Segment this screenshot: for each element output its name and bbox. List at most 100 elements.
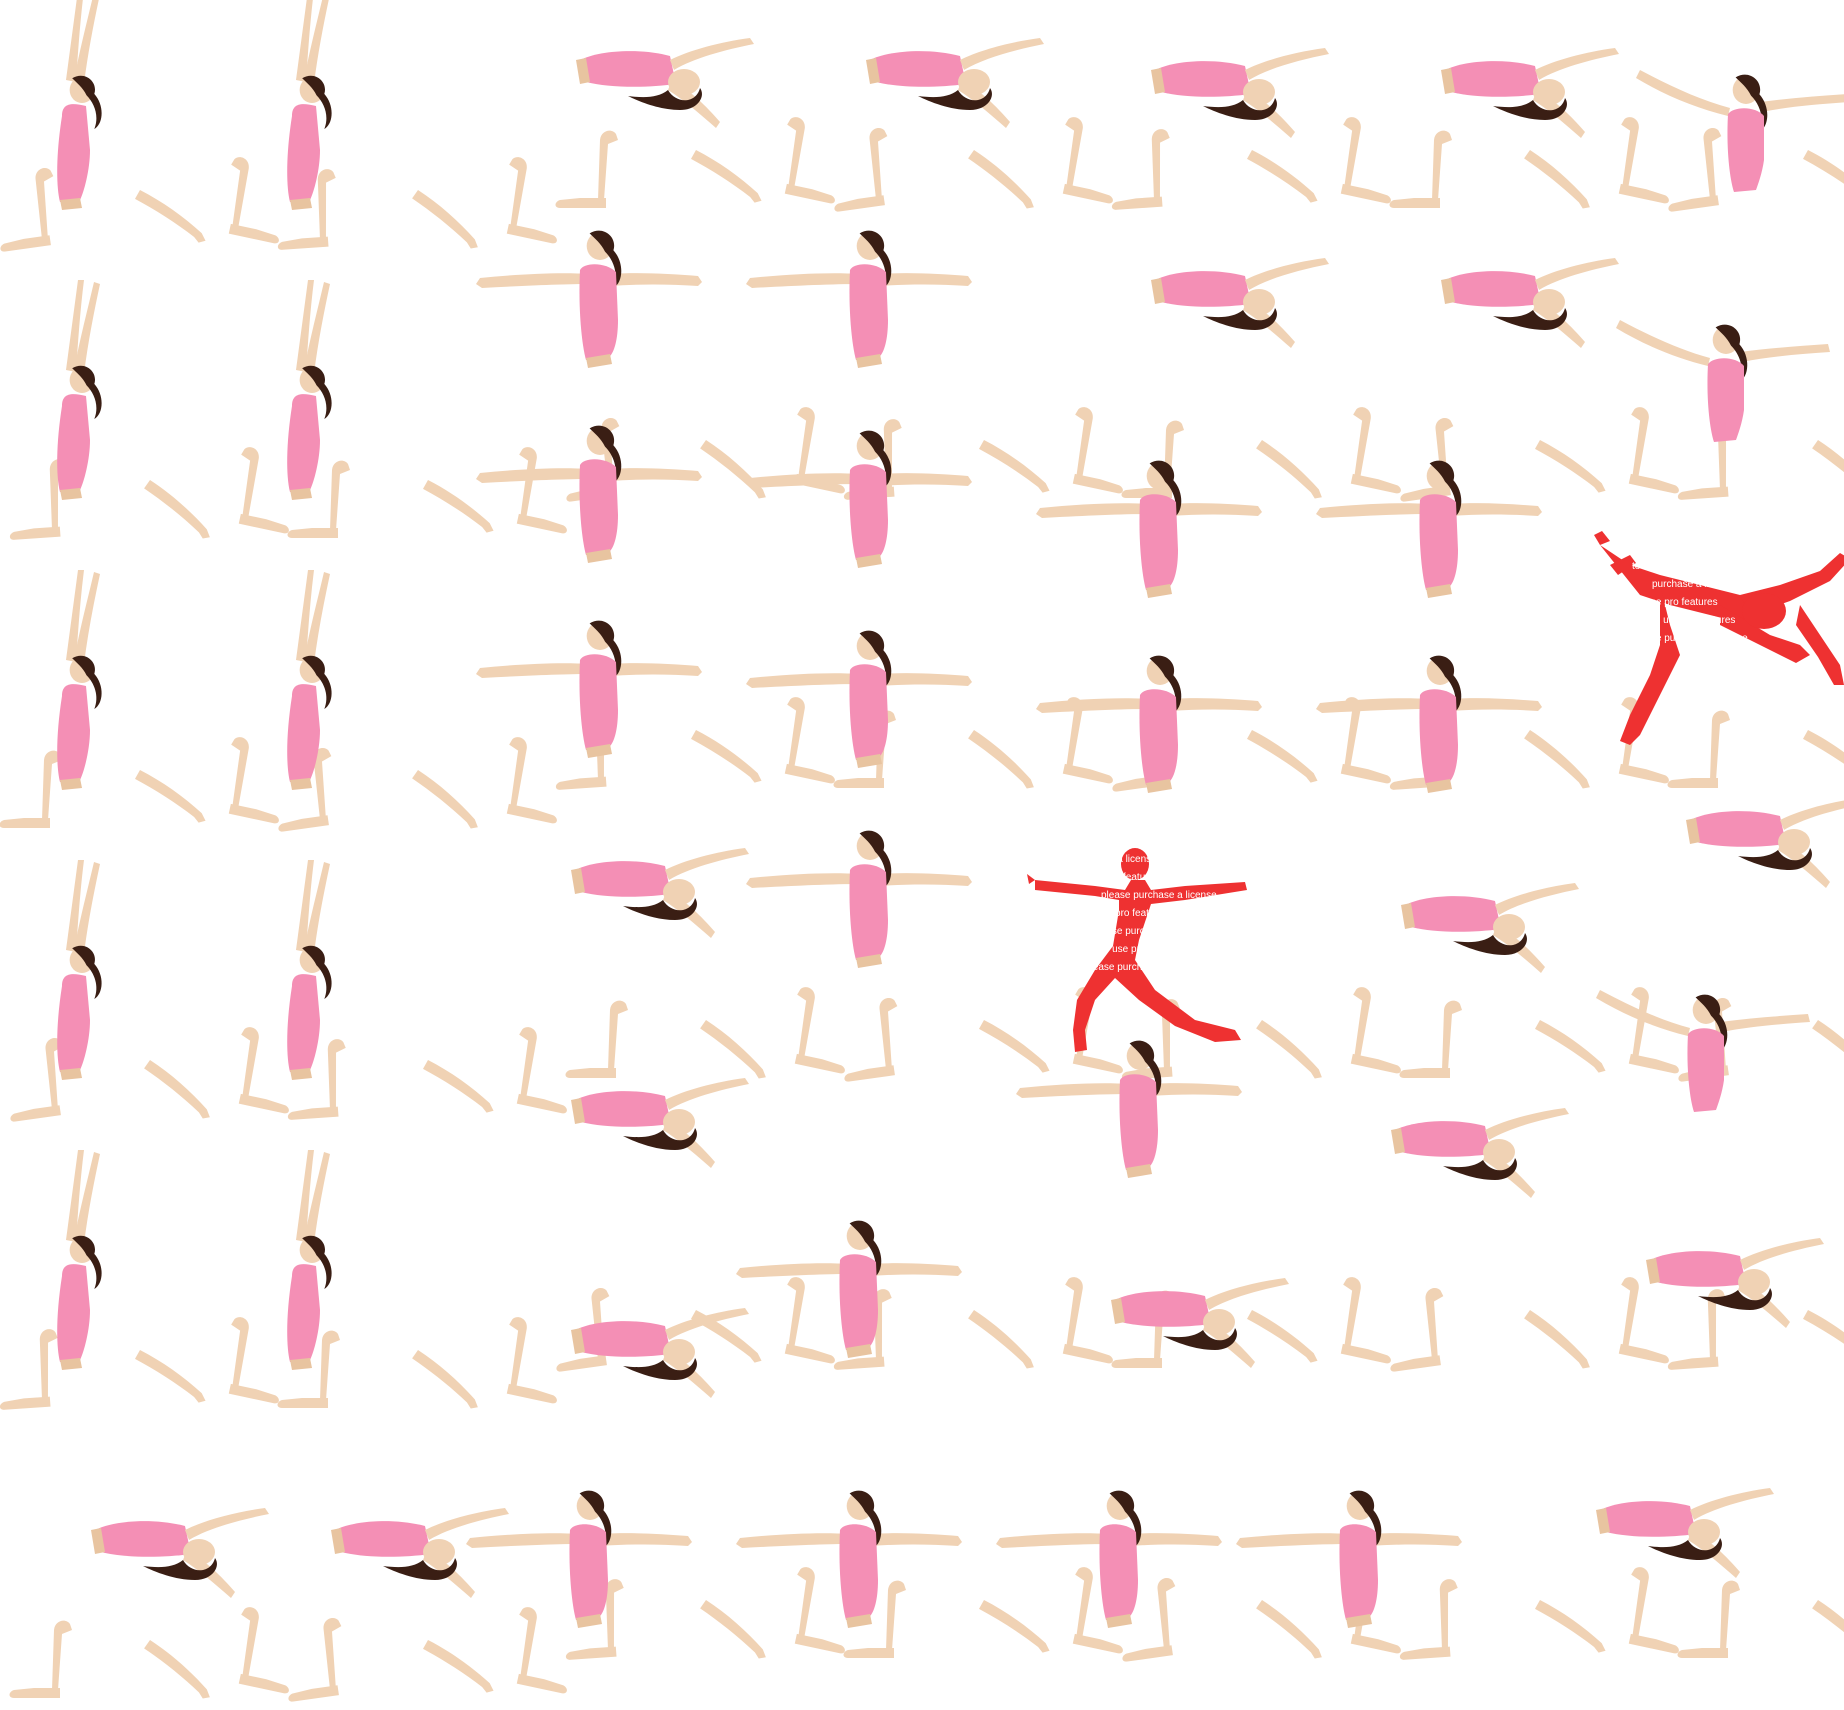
figure-lying: [1401, 883, 1579, 973]
leg-icon: [0, 168, 54, 252]
leg-icon: [9, 459, 68, 540]
leg-icon: [700, 440, 766, 499]
leg-icon: [968, 150, 1034, 209]
leg-icon: [1803, 730, 1844, 783]
leg-icon: [555, 130, 618, 208]
leg-icon: [287, 460, 350, 538]
leg-icon: [228, 1317, 279, 1404]
figure-lying: [571, 848, 749, 938]
leg-icon: [238, 1607, 289, 1694]
figure-lying: [1391, 1108, 1569, 1198]
leg-icon: [1350, 987, 1401, 1074]
leg-icon: [1256, 1600, 1322, 1659]
leg-icon: [1677, 1580, 1740, 1658]
watermark-text: please purchase a license: [1093, 926, 1209, 937]
watermark-text: please a license: [1085, 854, 1157, 865]
figure-arms-up: [57, 280, 102, 500]
watermark-text: to use pro features: [1652, 615, 1735, 626]
leg-icon: [844, 998, 898, 1082]
leg-icon: [794, 987, 845, 1074]
leg-icon: [228, 157, 279, 244]
figure-arms-up: [57, 1150, 102, 1370]
leg-icon: [412, 1350, 478, 1409]
leg-icon: [288, 1618, 342, 1702]
leg-icon: [1111, 129, 1170, 210]
figure-warrior: [476, 425, 702, 563]
leg-icon: [1535, 1020, 1606, 1073]
figure-warrior: [1236, 1490, 1462, 1628]
leg-icon: [1247, 730, 1318, 783]
leg-icon: [1072, 1567, 1123, 1654]
figure-arms-up: [57, 0, 102, 210]
leg-icon: [1668, 128, 1722, 212]
leg-icon: [1340, 1277, 1391, 1364]
leg-icon: [1618, 1277, 1669, 1364]
watermark-text: to use pro: [1632, 561, 1677, 572]
figure-warrior: [476, 230, 702, 368]
leg-icon: [968, 1310, 1034, 1369]
figure-lying: [1151, 48, 1329, 138]
leg-icon: [423, 1060, 494, 1113]
leg-icon: [228, 737, 279, 824]
leg-icon: [1256, 440, 1322, 499]
figure-warrior: [1316, 655, 1542, 793]
leg-icon: [1628, 1567, 1679, 1654]
leg-icon: [1247, 1310, 1318, 1363]
leg-icon: [506, 737, 557, 824]
figure-warrior: [746, 430, 972, 568]
leg-icon: [0, 750, 62, 828]
figure-warrior: [746, 830, 972, 968]
leg-icon: [691, 730, 762, 783]
figure-warrior: [736, 1490, 962, 1628]
figure-lying: [91, 1508, 269, 1598]
leg-icon: [412, 190, 478, 249]
figure-arms-up: [287, 280, 332, 500]
leg-icon: [423, 1640, 494, 1693]
leg-icon: [506, 157, 557, 244]
leg-icon: [784, 697, 835, 784]
leg-icon: [287, 1039, 346, 1120]
figure-arms-up: [287, 860, 332, 1080]
leg-icon: [691, 150, 762, 203]
leg-icon: [784, 1277, 835, 1364]
figure-side-bend: [1636, 70, 1844, 192]
leg-icon: [144, 1640, 210, 1699]
leg-icon: [1524, 730, 1590, 789]
leg-icon: [1122, 1578, 1176, 1662]
leg-icon: [1535, 1600, 1606, 1653]
leg-icon: [968, 730, 1034, 789]
leg-icon: [516, 1607, 567, 1694]
leg-icon: [135, 190, 206, 243]
leg-icon: [1628, 407, 1679, 494]
figure-arms-up: [57, 860, 102, 1080]
leg-icon: [1072, 987, 1123, 1074]
leg-icon: [1677, 419, 1736, 500]
figure-lying: [1686, 800, 1844, 888]
leg-icon: [1803, 1310, 1844, 1363]
leg-icon: [700, 1600, 766, 1659]
leg-icon: [1524, 1310, 1590, 1369]
leg-icon: [516, 447, 567, 534]
leg-icon: [10, 1038, 64, 1122]
watermark-warrior-figure: please a license to use features please pu…: [1027, 848, 1247, 1052]
leg-icon: [1535, 440, 1606, 493]
leg-icon: [1072, 407, 1123, 494]
leg-icon: [135, 770, 206, 823]
leg-icon: [565, 1000, 628, 1078]
figure-lying: [1151, 258, 1329, 348]
leg-icon: [1062, 1277, 1113, 1364]
leg-icon: [135, 1350, 206, 1403]
watermark-text: please purchase a license: [1632, 633, 1748, 644]
leg-icon: [9, 1620, 72, 1698]
figure-lying: [1646, 1238, 1824, 1328]
figure-lying: [1596, 1488, 1774, 1578]
watermark-text: please purchase a license: [1101, 890, 1217, 901]
leg-icon: [1803, 150, 1844, 203]
leg-icon: [506, 1317, 557, 1404]
figure-lying: [571, 1078, 749, 1168]
figure-lying: [1441, 48, 1619, 138]
leg-icon: [516, 1027, 567, 1114]
watermark-star-figure: to use pro purchase a license please pro f…: [1594, 531, 1844, 745]
leg-icon: [1628, 987, 1679, 1074]
